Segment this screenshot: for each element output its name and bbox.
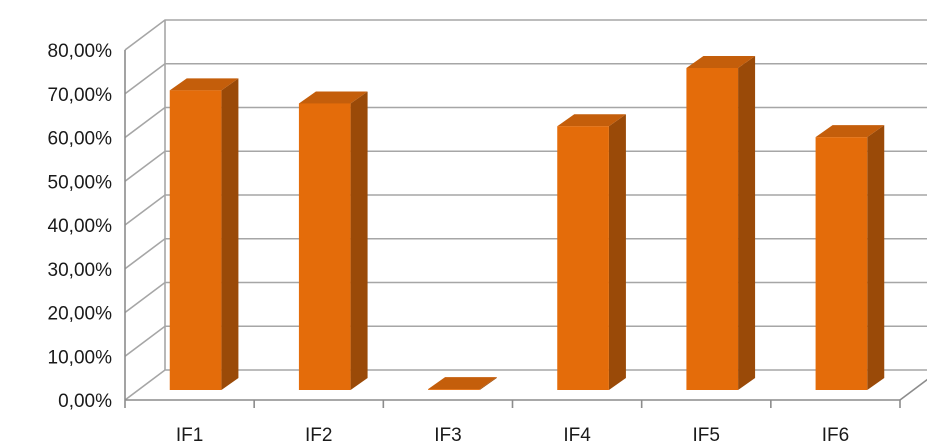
gridline — [124, 281, 927, 314]
y-tick-label: 30,00% — [48, 260, 113, 281]
y-tick-label: 60,00% — [48, 129, 113, 150]
gridline — [124, 62, 927, 95]
bars — [169, 56, 885, 390]
bar-if2 — [298, 103, 351, 390]
bar-side-if4 — [608, 114, 626, 390]
bar-top-if4 — [557, 114, 626, 127]
x-tick-label: IF5 — [693, 425, 720, 446]
y-tick-label: 0,00% — [58, 391, 112, 412]
y-tick-label: 50,00% — [48, 172, 113, 193]
gridline — [124, 369, 927, 401]
gridline — [124, 194, 927, 226]
axes — [124, 20, 927, 408]
gridline — [124, 237, 927, 270]
x-tick-label: IF1 — [176, 425, 203, 446]
y-tick-labels: 0,00% 10,00% 20,00% 30,00% 40,00% 50,00% 60,00… — [48, 41, 113, 412]
gridline — [124, 19, 927, 51]
bar-top-if1 — [169, 78, 239, 91]
bar-if1 — [169, 90, 222, 390]
x-tick-label: IF2 — [305, 425, 332, 446]
bar-top-if2 — [298, 91, 368, 104]
gridline — [124, 325, 927, 357]
bar-side-if2 — [350, 91, 368, 390]
gridline — [124, 150, 927, 182]
y-tick-label: 10,00% — [48, 347, 113, 368]
y-tick-label: 40,00% — [48, 216, 113, 237]
bar-if5 — [686, 68, 739, 390]
y-tick-label: 20,00% — [48, 304, 113, 325]
bar-side-if3 — [479, 377, 497, 390]
x-tick-label: IF4 — [563, 425, 591, 446]
bar-top-if6 — [815, 125, 885, 138]
bar-if3 — [428, 389, 480, 390]
gridlines — [124, 19, 927, 401]
bar-top-if3 — [428, 377, 497, 390]
bar-top-if5 — [686, 56, 756, 68]
bar-side-if1 — [221, 78, 239, 390]
x-tick-label: IF6 — [822, 425, 849, 446]
bar-side-if6 — [867, 125, 885, 390]
y-tick-label: 80,00% — [48, 41, 113, 62]
y-tick-label: 70,00% — [48, 85, 113, 106]
bar-side-if5 — [738, 56, 756, 390]
bar-if6 — [815, 137, 868, 390]
bar-if4 — [557, 126, 609, 390]
x-tick-labels: IF1 IF2 IF3 IF4 IF5 IF6 — [176, 425, 849, 446]
gridline — [124, 106, 927, 139]
x-tick-label: IF3 — [434, 425, 461, 446]
floor-right-edge — [899, 378, 927, 401]
